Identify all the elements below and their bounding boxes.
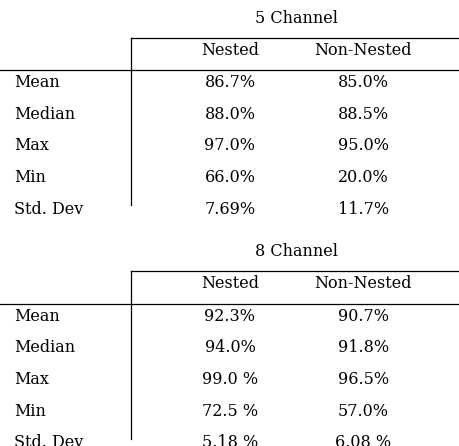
- Text: Nested: Nested: [201, 276, 258, 293]
- Text: Mean: Mean: [14, 308, 59, 325]
- Text: Max: Max: [14, 137, 49, 154]
- Text: 86.7%: 86.7%: [204, 74, 255, 91]
- Text: 8 Channel: 8 Channel: [255, 244, 337, 260]
- Text: Mean: Mean: [14, 74, 59, 91]
- Text: Non-Nested: Non-Nested: [314, 276, 411, 293]
- Text: 91.8%: 91.8%: [337, 339, 388, 356]
- Text: 97.0%: 97.0%: [204, 137, 255, 154]
- Text: Nested: Nested: [201, 42, 258, 59]
- Text: Min: Min: [14, 403, 45, 420]
- Text: Median: Median: [14, 339, 75, 356]
- Text: 72.5 %: 72.5 %: [202, 403, 257, 420]
- Text: 90.7%: 90.7%: [337, 308, 388, 325]
- Text: 95.0%: 95.0%: [337, 137, 388, 154]
- Text: Max: Max: [14, 371, 49, 388]
- Text: 5 Channel: 5 Channel: [255, 10, 337, 27]
- Text: 92.3%: 92.3%: [204, 308, 255, 325]
- Text: 57.0%: 57.0%: [337, 403, 388, 420]
- Text: 5.18 %: 5.18 %: [202, 434, 257, 446]
- Text: 20.0%: 20.0%: [337, 169, 388, 186]
- Text: 96.5%: 96.5%: [337, 371, 388, 388]
- Text: 6.08 %: 6.08 %: [335, 434, 391, 446]
- Text: Median: Median: [14, 106, 75, 123]
- Text: Std. Dev: Std. Dev: [14, 201, 83, 218]
- Text: Non-Nested: Non-Nested: [314, 42, 411, 59]
- Text: 11.7%: 11.7%: [337, 201, 388, 218]
- Text: 85.0%: 85.0%: [337, 74, 388, 91]
- Text: 88.0%: 88.0%: [204, 106, 255, 123]
- Text: 88.5%: 88.5%: [337, 106, 388, 123]
- Text: 66.0%: 66.0%: [204, 169, 255, 186]
- Text: Min: Min: [14, 169, 45, 186]
- Text: 94.0%: 94.0%: [204, 339, 255, 356]
- Text: Std. Dev: Std. Dev: [14, 434, 83, 446]
- Text: 7.69%: 7.69%: [204, 201, 255, 218]
- Text: 99.0 %: 99.0 %: [202, 371, 257, 388]
